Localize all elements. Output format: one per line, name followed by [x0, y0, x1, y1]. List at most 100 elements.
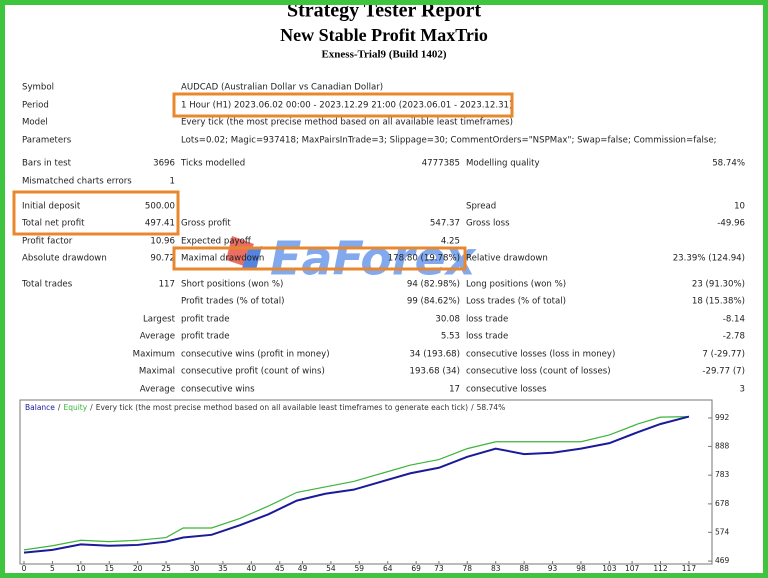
legend-text: Equity [63, 403, 87, 412]
row-value: 3 [740, 385, 745, 395]
row-value: 30.08 [435, 315, 460, 325]
row-value: 94 (82.98%) [407, 280, 460, 290]
x-tick-label: 0 [22, 564, 27, 573]
row-label: Maximum [133, 350, 175, 360]
row-label: Short positions (won %) [181, 280, 283, 290]
x-tick-label: 54 [326, 564, 336, 573]
row-value: -8.14 [723, 315, 745, 325]
row-value: 17 [449, 385, 460, 395]
row-value: 34 (193.68) [410, 350, 460, 360]
row-label: consecutive losses (loss in money) [466, 350, 615, 360]
y-tick-label: 992 [715, 413, 730, 422]
report: Strategy Tester Report New Stable Profit… [12, 5, 745, 573]
row-label: Long positions (won %) [466, 280, 566, 290]
row-label: profit trade [181, 315, 229, 325]
row-value: 58.74% [712, 159, 745, 169]
row-label: Bars in test [22, 159, 72, 169]
row-label: Average [140, 332, 175, 342]
row-value: 18 (15.38%) [692, 297, 745, 307]
row-value: 1 [170, 177, 175, 187]
row-value: 497.41 [145, 219, 175, 229]
row-value: 10.96 [150, 237, 175, 247]
row-value: 4777385 [422, 159, 460, 169]
row-label: consecutive loss (count of losses) [466, 367, 611, 377]
x-tick-label: 64 [383, 564, 393, 573]
row-value: -2.78 [723, 332, 745, 342]
row-label: consecutive wins [181, 385, 255, 395]
x-tick-label: 112 [653, 564, 668, 573]
watermark-text: EaForex [270, 232, 477, 286]
legend-text: Every tick (the most precise method base… [96, 403, 468, 412]
row-label: Largest [143, 315, 176, 325]
row-label: profit trade [181, 332, 229, 342]
row-label: consecutive profit (count of wins) [181, 367, 325, 377]
row-label: Absolute drawdown [22, 254, 107, 264]
row-label: Ticks modelled [180, 159, 245, 169]
y-tick-label: 888 [715, 441, 730, 450]
y-tick-label: 678 [715, 499, 730, 508]
row-label: Profit factor [22, 237, 73, 247]
row-value: 117 [159, 280, 175, 290]
row-value: 99 (84.62%) [407, 297, 460, 307]
x-tick-label: 40 [247, 564, 257, 573]
x-tick-label: 20 [133, 564, 143, 573]
chart-frame [19, 399, 713, 565]
row-value: -49.96 [717, 219, 745, 229]
row-label: Gross profit [181, 219, 231, 229]
row-label: Symbol [22, 83, 54, 93]
row-label: Profit trades (% of total) [181, 297, 285, 307]
row-label: Average [140, 385, 175, 395]
report-title: Strategy Tester Report [287, 5, 481, 22]
x-tick-label: 35 [218, 564, 228, 573]
x-tick-label: 15 [104, 564, 114, 573]
x-tick-label: 73 [434, 564, 444, 573]
y-tick-label: 574 [715, 527, 730, 536]
row-label: Model [22, 118, 48, 128]
row-label: Initial deposit [22, 202, 81, 212]
y-tick-label: 783 [715, 470, 730, 479]
row-label: 1 Hour (H1) 2023.06.02 00:00 - 2023.12.2… [181, 101, 512, 111]
row-label: Maximal drawdown [181, 254, 264, 264]
row-value: 3696 [153, 159, 175, 169]
y-tick-label: 469 [715, 556, 730, 565]
row-label: Relative drawdown [466, 254, 548, 264]
row-label: Every tick (the most precise method base… [181, 118, 513, 128]
legend-text: Balance [25, 403, 55, 412]
x-tick-label: 45 [275, 564, 285, 573]
row-value: 5.53 [441, 332, 460, 342]
row-label: Gross loss [466, 219, 510, 229]
row-label: Mismatched charts errors [22, 177, 132, 187]
watermark-icon [242, 246, 262, 270]
x-tick-label: 49 [298, 564, 308, 573]
row-label: Total trades [21, 280, 73, 290]
row-value: 193.68 (34) [410, 367, 460, 377]
highlight-box [172, 246, 467, 271]
x-tick-label: 107 [625, 564, 640, 573]
row-label: consecutive wins (profit in money) [181, 350, 330, 360]
watermark: EaForex [226, 232, 477, 286]
row-value: 90.72 [150, 254, 175, 264]
row-label: Parameters [22, 136, 72, 146]
row-label: Spread [466, 202, 496, 212]
x-tick-label: 5 [50, 564, 55, 573]
row-label: Total net profit [21, 219, 85, 229]
legend-text: / [90, 403, 93, 412]
row-value: 500.00 [145, 202, 175, 212]
series-line [23, 415, 690, 554]
legend-text: / [58, 403, 61, 412]
x-tick-label: 88 [519, 564, 529, 573]
row-label: AUDCAD (Australian Dollar vs Canadian Do… [181, 83, 383, 93]
x-tick-label: 30 [190, 564, 200, 573]
row-value: 178.80 (19.78%) [388, 254, 460, 264]
row-value: 23 (91.30%) [692, 280, 745, 290]
x-tick-label: 98 [576, 564, 586, 573]
legend-text: 58.74% [477, 403, 506, 412]
row-value: 10 [734, 202, 745, 212]
report-build: Exness-Trial9 (Build 1402) [321, 49, 446, 61]
x-tick-label: 103 [602, 564, 617, 573]
row-label: Modelling quality [466, 159, 540, 169]
row-value: 547.37 [430, 219, 460, 229]
row-label: consecutive losses [466, 385, 547, 395]
highlight-box [172, 92, 514, 118]
